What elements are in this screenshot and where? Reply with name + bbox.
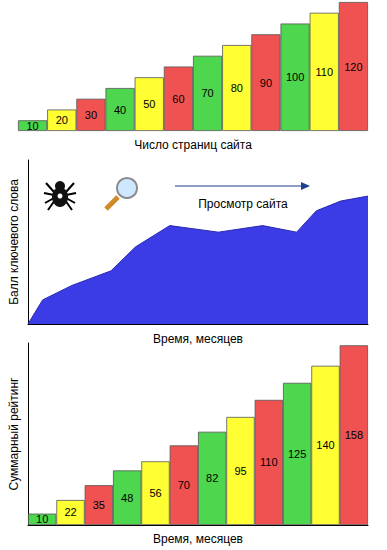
svg-text:56: 56 [149, 487, 161, 499]
svg-text:50: 50 [143, 98, 155, 110]
svg-text:Время, месяцев: Время, месяцев [153, 532, 243, 546]
svg-text:40: 40 [114, 104, 126, 116]
svg-text:22: 22 [64, 506, 76, 518]
svg-text:20: 20 [56, 114, 68, 126]
svg-text:80: 80 [231, 82, 243, 94]
svg-text:Время, месяцев: Время, месяцев [153, 332, 243, 346]
svg-text:60: 60 [172, 93, 184, 105]
svg-text:48: 48 [121, 492, 133, 504]
svg-text:140: 140 [316, 439, 334, 451]
svg-text:70: 70 [178, 479, 190, 491]
svg-text:70: 70 [201, 87, 213, 99]
svg-text:Число страниц сайта: Число страниц сайта [134, 138, 252, 152]
svg-text:110: 110 [260, 456, 278, 468]
svg-text:158: 158 [345, 429, 363, 441]
svg-text:90: 90 [260, 77, 272, 89]
svg-text:120: 120 [344, 61, 362, 73]
svg-text:Просмотр сайта: Просмотр сайта [198, 197, 288, 211]
svg-text:10: 10 [36, 513, 48, 525]
svg-text:125: 125 [288, 448, 306, 460]
svg-text:Суммарный рейтинг: Суммарный рейтинг [7, 377, 21, 491]
svg-text:Балл ключевого слова: Балл ключевого слова [7, 179, 21, 305]
svg-text:10: 10 [26, 120, 38, 132]
svg-text:30: 30 [85, 109, 97, 121]
svg-text:95: 95 [234, 465, 246, 477]
svg-text:110: 110 [315, 66, 333, 78]
svg-text:100: 100 [286, 71, 304, 83]
svg-text:35: 35 [93, 499, 105, 511]
svg-text:82: 82 [206, 472, 218, 484]
